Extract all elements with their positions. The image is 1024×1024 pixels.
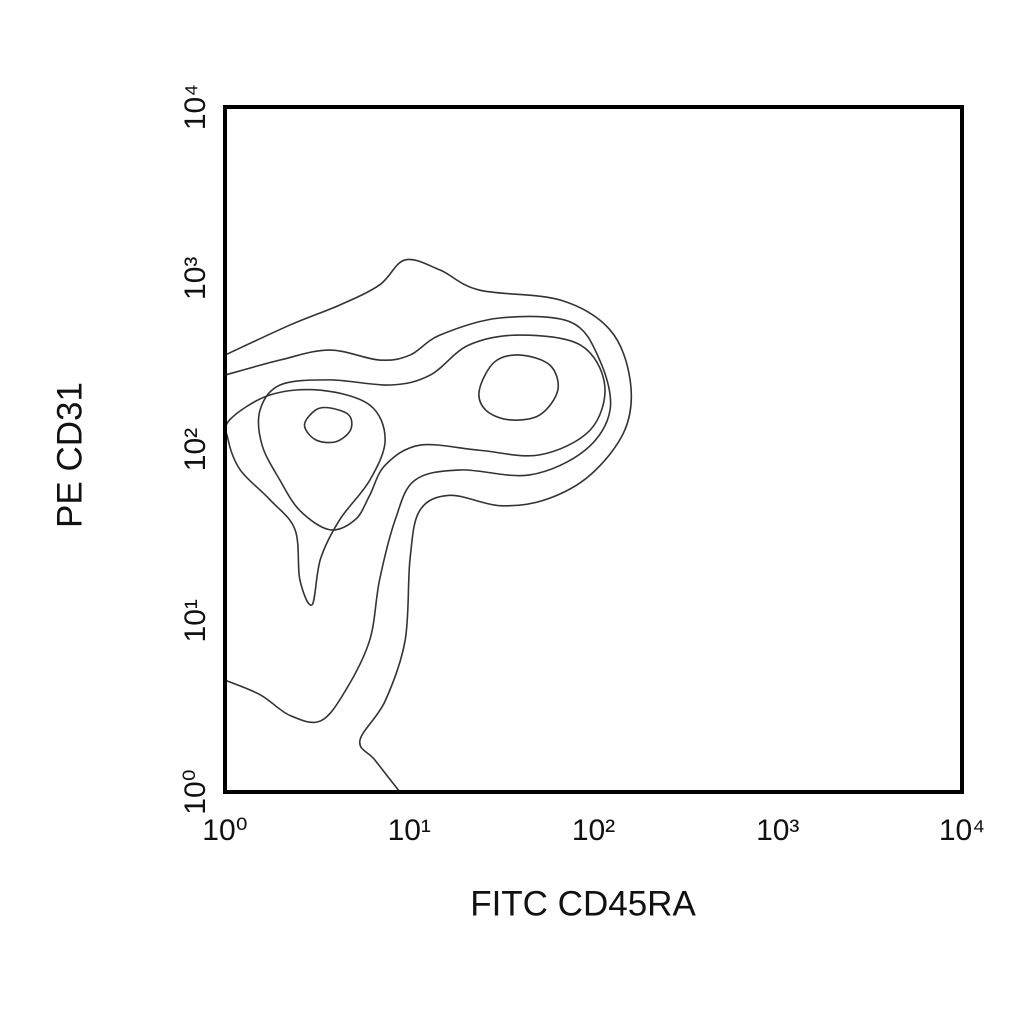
y-tick-label: 10⁰ (179, 769, 212, 814)
y-tick-label: 10⁴ (179, 84, 212, 130)
contour-line (478, 354, 559, 421)
y-tick-label: 10³ (179, 257, 212, 300)
contour-line (224, 258, 633, 793)
contour-line (224, 388, 386, 607)
contour-line (224, 315, 612, 724)
x-tick-label: 10⁰ (202, 814, 247, 847)
contour-line (257, 334, 606, 531)
x-tick-label: 10⁴ (939, 814, 985, 847)
x-tick-label: 10¹ (388, 814, 431, 847)
y-tick-label: 10¹ (179, 599, 212, 642)
plot-frame (223, 105, 964, 794)
y-tick-label: 10² (179, 428, 212, 471)
y-axis-label: PE CD31 (50, 382, 89, 528)
x-tick-label: 10² (572, 814, 615, 847)
x-axis-label: FITC CD45RA (470, 884, 696, 923)
x-tick-label: 10³ (756, 814, 799, 847)
contour-line (303, 406, 353, 444)
